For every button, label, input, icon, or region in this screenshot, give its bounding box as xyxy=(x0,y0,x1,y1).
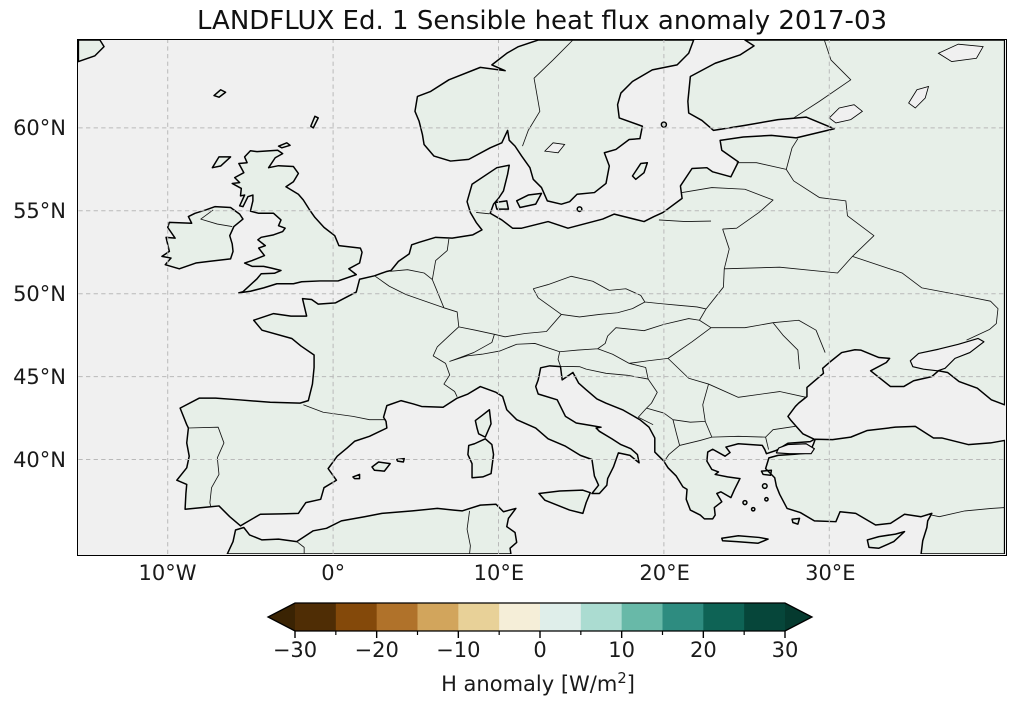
colorbar-over-arrow xyxy=(785,603,812,631)
lat-tick-label: 40°N xyxy=(13,448,66,473)
colorbar-segment xyxy=(295,603,337,631)
colorbar-segment xyxy=(335,603,378,631)
colorbar-axis-label: H anomaly [W/m2] xyxy=(441,670,635,696)
colorbar-segment xyxy=(703,603,745,631)
colorbar-segment xyxy=(376,603,418,631)
lat-tick-label: 55°N xyxy=(13,199,66,224)
map-plot-area xyxy=(77,39,1007,556)
figure-title: LANDFLUX Ed. 1 Sensible heat flux anomal… xyxy=(196,6,888,36)
colorbar-tick-label: 10 xyxy=(608,638,636,662)
colorbar-segment xyxy=(580,603,623,631)
colorbar-tick-label: 0 xyxy=(533,638,547,662)
colorbar-segment xyxy=(540,603,582,631)
colorbar-segment xyxy=(621,603,663,631)
colorbar xyxy=(266,602,814,638)
white-sea xyxy=(937,43,984,63)
lake-vanern xyxy=(543,142,566,154)
graticule-gridlines xyxy=(78,40,1005,554)
sea-of-marmara xyxy=(775,443,815,455)
colorbar-tick-label: 20 xyxy=(689,638,717,662)
colorbar-under-arrow xyxy=(268,603,295,631)
lat-tick-label: 60°N xyxy=(13,116,66,141)
latitude-axis: 60°N 55°N 50°N 45°N 40°N xyxy=(0,0,66,718)
inland-seas-and-lakes xyxy=(543,43,985,455)
colorbar-segment xyxy=(458,603,500,631)
lat-tick-label: 50°N xyxy=(13,282,66,307)
colorbar-tick-labels: −30 −20 −10 0 10 20 30 xyxy=(0,638,1022,666)
lake-onega xyxy=(908,85,930,109)
europe-map xyxy=(78,40,1005,554)
lon-tick-label: 0° xyxy=(321,561,346,585)
superscript: 2 xyxy=(617,670,627,687)
longitude-axis: 10°W 0° 10°E 20°E 30°E xyxy=(0,561,1022,589)
colorbar-segment xyxy=(744,603,786,631)
colorbar-tick-label: −10 xyxy=(436,638,481,662)
lat-tick-label: 45°N xyxy=(13,365,66,390)
colorbar-segment xyxy=(417,603,459,631)
sea-of-azov xyxy=(909,337,985,372)
lake-ladoga xyxy=(828,104,864,124)
colorbar-segment xyxy=(499,603,541,631)
lon-tick-label: 30°E xyxy=(805,561,856,585)
colorbar-tick-label: −20 xyxy=(354,638,399,662)
lon-tick-label: 10°W xyxy=(138,561,197,585)
colorbar-segment xyxy=(662,603,704,631)
colorbar-tick-label: −30 xyxy=(272,638,318,662)
colorbar-tick-label: 30 xyxy=(771,638,799,662)
lon-tick-label: 10°E xyxy=(473,561,525,585)
lon-tick-label: 20°E xyxy=(639,561,690,585)
